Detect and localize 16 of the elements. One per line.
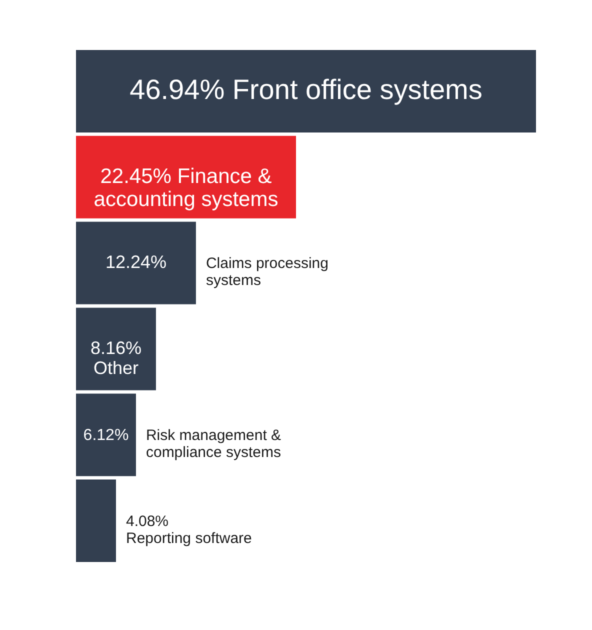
y-tick-label: Claims processing systems [206,255,328,290]
bar [76,480,116,562]
data-label: 8.16% [90,338,142,358]
y-tick-label: Other [93,358,138,378]
y-tick-label: Reporting software [126,530,252,547]
bar [76,308,156,390]
data-label: 6.12% [83,426,129,444]
bar [76,394,136,476]
text: 22.45% Finance & [100,165,272,188]
y-tick-label: Risk management & compliance systems [146,426,282,461]
bar [76,50,536,132]
data-label: 4.08% [126,512,169,530]
data-label: 12.24% [105,252,167,272]
category-label: accounting systems [94,188,278,212]
bar [76,222,196,304]
text: 46.94% Front office systems [130,74,482,106]
